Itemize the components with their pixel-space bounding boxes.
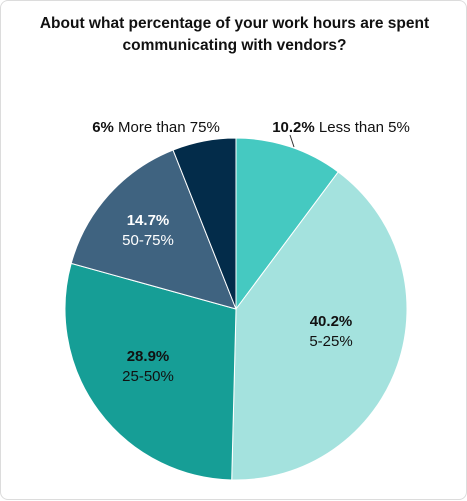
chart-title: About what percentage of your work hours… — [39, 15, 430, 54]
slice-labels: 10.2% Less than 5% 40.2% 5-25% 28.9% 25-50% 1… — [92, 119, 410, 385]
leader-lines — [289, 134, 295, 148]
slice-label-less-than-5: 10.2% Less than 5% — [272, 119, 410, 136]
pie-slices — [64, 137, 408, 481]
slice-label-more-than-75: 6% More than 75% — [92, 119, 220, 136]
slice-label-50-75: 14.7% 50-75% — [122, 212, 174, 249]
slice-label-25-50: 28.9% 25-50% — [122, 348, 174, 385]
slice-value-label: 6% — [92, 119, 114, 136]
pie-slice-less-than-5 — [235, 137, 339, 311]
slice-category-label: 50-75% — [122, 232, 174, 249]
slice-value-label: 14.7% — [127, 212, 170, 229]
slice-label-5-25: 40.2% 5-25% — [309, 313, 352, 350]
slice-category-label: 25-50% — [122, 368, 174, 385]
pie-slice-25-50 — [64, 262, 237, 481]
slice-category-label: 5-25% — [309, 333, 352, 350]
slice-category-label: Less than 5% — [315, 119, 410, 136]
slice-value-label: 40.2% — [310, 313, 353, 330]
pie-slice-5-25 — [231, 171, 408, 481]
pie-slice-more-than-75 — [172, 137, 237, 310]
slice-value-label: 10.2% — [272, 119, 315, 136]
slice-value-label: 28.9% — [127, 348, 170, 365]
pie-slice-50-75 — [70, 149, 237, 310]
slice-category-label: More than 75% — [114, 119, 220, 136]
leader-line-less-than-5 — [289, 134, 295, 148]
